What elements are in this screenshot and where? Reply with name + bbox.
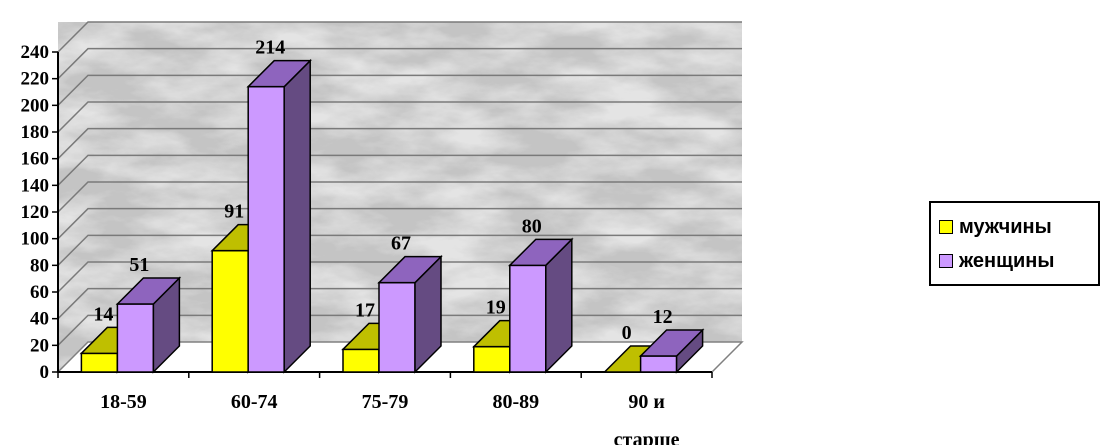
gridline bbox=[57, 74, 742, 106]
category-label: 90 и bbox=[628, 391, 665, 413]
bar-women bbox=[377, 254, 443, 374]
y-tick-label: 20 bbox=[30, 335, 49, 356]
legend-item-men: мужчины bbox=[939, 215, 1052, 239]
data-label: 12 bbox=[653, 306, 673, 328]
bar-front bbox=[211, 249, 249, 373]
y-tick-label: 220 bbox=[21, 69, 50, 90]
data-label: 17 bbox=[355, 299, 375, 321]
y-axis-ticks: 0 20 40 60 80 100 120 140 160 180 200 220 240 bbox=[21, 42, 50, 383]
gridline bbox=[57, 47, 742, 80]
y-tick-label: 140 bbox=[21, 175, 50, 196]
legend: мужчины женщины bbox=[929, 201, 1100, 286]
bar-top bbox=[638, 329, 705, 357]
y-tick-label: 120 bbox=[21, 202, 50, 223]
y-tick-label: 180 bbox=[21, 122, 50, 143]
legend-swatch-men bbox=[939, 220, 953, 234]
y-tick-label: 160 bbox=[21, 149, 50, 170]
bar-front bbox=[639, 355, 678, 373]
data-label: 91 bbox=[224, 201, 244, 223]
bars bbox=[79, 58, 705, 374]
legend-swatch-women bbox=[939, 254, 953, 268]
bar-women bbox=[115, 276, 182, 374]
bar-front bbox=[473, 345, 511, 373]
y-tick-label: 240 bbox=[21, 42, 50, 63]
bar-front bbox=[509, 264, 547, 373]
gridline bbox=[57, 207, 742, 240]
bar-side bbox=[283, 58, 311, 374]
y-tick-label: 100 bbox=[21, 229, 50, 250]
y-tick-label: 200 bbox=[21, 95, 50, 116]
bar-front bbox=[378, 281, 416, 373]
bar-women bbox=[246, 58, 313, 374]
y-tick-label: 40 bbox=[30, 309, 49, 330]
bar-front bbox=[80, 352, 119, 373]
y-tick-label: 60 bbox=[30, 282, 49, 303]
legend-label-men: мужчины bbox=[959, 215, 1052, 238]
category-label: 75-79 bbox=[362, 391, 409, 413]
gridline bbox=[57, 154, 742, 186]
bar-top bbox=[115, 277, 182, 305]
bar-top bbox=[507, 238, 574, 267]
x-axis-categories: 18-59 60-74 75-79 80-89 90 и старше bbox=[100, 391, 680, 445]
gridline bbox=[57, 181, 742, 213]
bar-front bbox=[247, 85, 285, 373]
bar-front bbox=[342, 348, 380, 373]
category-label: старше bbox=[614, 429, 680, 445]
y-tick-label: 80 bbox=[30, 255, 49, 276]
data-label: 51 bbox=[129, 254, 149, 276]
data-labels: 14 51 91 214 17 67 19 80 0 12 bbox=[93, 37, 672, 344]
y-tick-label: 0 bbox=[40, 362, 50, 383]
bar-top bbox=[377, 255, 443, 284]
bar-top bbox=[246, 59, 313, 88]
data-label: 214 bbox=[255, 37, 285, 59]
legend-label-women: женщины bbox=[959, 249, 1055, 272]
gridline bbox=[57, 101, 742, 133]
data-label: 67 bbox=[391, 233, 411, 255]
category-label: 60-74 bbox=[231, 391, 278, 413]
gridline bbox=[57, 127, 742, 160]
legend-item-women: женщины bbox=[939, 249, 1054, 273]
bar-women bbox=[638, 328, 705, 374]
bar-front bbox=[116, 303, 155, 373]
gridline bbox=[57, 21, 742, 53]
data-label: 14 bbox=[93, 303, 113, 325]
data-label: 80 bbox=[522, 215, 542, 237]
data-label: 0 bbox=[622, 322, 632, 344]
data-label: 19 bbox=[486, 297, 506, 319]
gridline bbox=[57, 234, 742, 266]
category-label: 80-89 bbox=[492, 391, 539, 413]
bar-women bbox=[507, 237, 574, 374]
category-label: 18-59 bbox=[100, 391, 147, 413]
